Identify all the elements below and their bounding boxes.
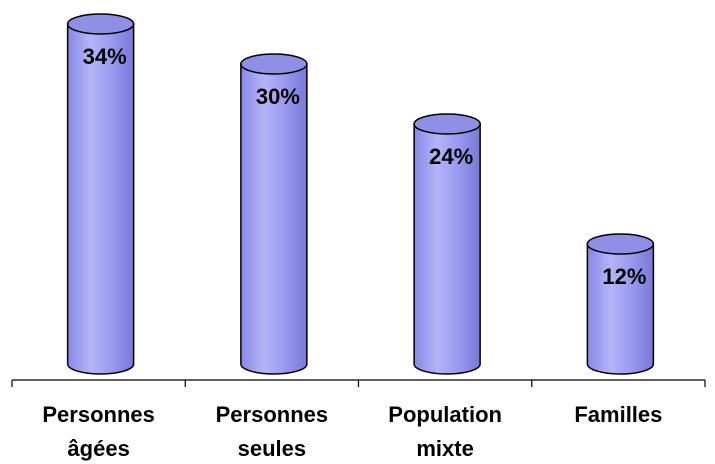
bar-4 — [586, 233, 655, 375]
x-axis — [11, 379, 706, 387]
bar-1 — [66, 13, 135, 375]
data-label: 30% — [256, 84, 300, 109]
labels-group: 34% Personnes âgées 30% Personnes seules 24% Po… — [42, 44, 662, 461]
category-label: Population mixte — [388, 402, 502, 461]
category-label: Personnes âgées — [42, 402, 155, 461]
bar-body — [66, 23, 135, 375]
bar-top — [240, 53, 308, 75]
bar-2 — [240, 53, 308, 375]
bar-top — [413, 113, 481, 135]
bar-body — [413, 123, 481, 375]
bar-top — [586, 233, 655, 255]
category-label: Familles — [574, 402, 662, 427]
bar-body — [240, 63, 308, 375]
bar-top — [66, 13, 135, 35]
category-label: Personnes seules — [216, 402, 329, 461]
data-label: 24% — [429, 144, 473, 169]
bars-group — [66, 13, 655, 375]
bar-body — [586, 243, 655, 375]
data-label: 34% — [83, 44, 127, 69]
bar-3 — [413, 113, 481, 375]
data-label: 12% — [602, 264, 646, 289]
